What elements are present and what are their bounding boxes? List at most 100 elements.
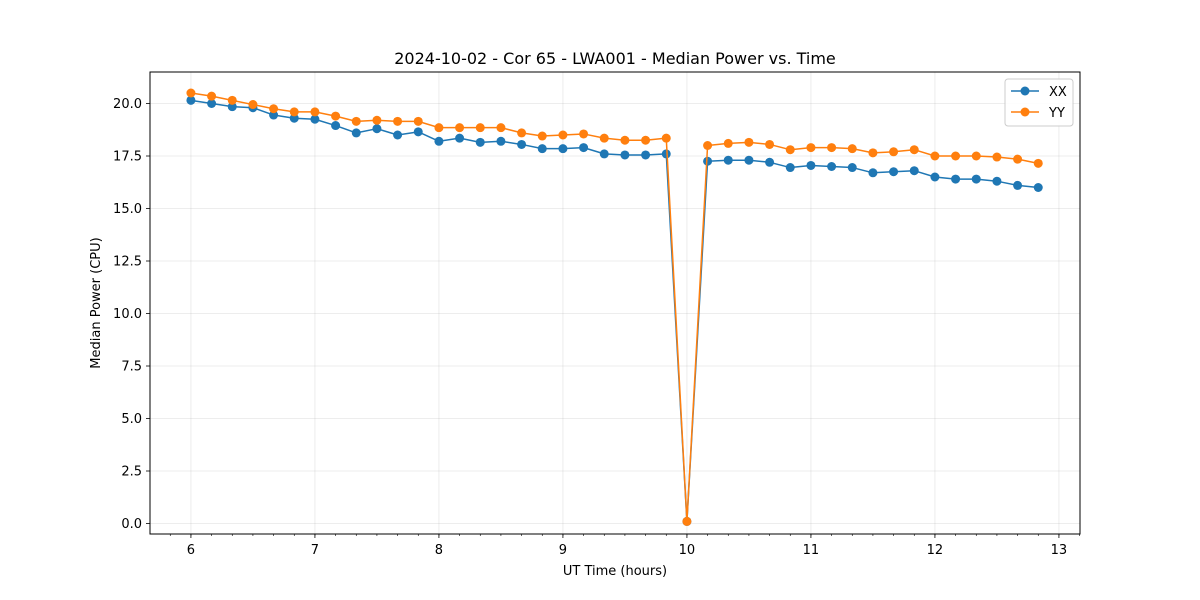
series-xx-point <box>723 155 733 165</box>
series-yy-point <box>620 135 630 145</box>
series-xx-point <box>475 137 485 147</box>
series-yy-point <box>248 100 258 110</box>
grid <box>150 72 1080 534</box>
series-yy-point <box>351 116 361 126</box>
series-yy-point <box>475 123 485 133</box>
series-yy-point <box>889 147 899 157</box>
series-xx-point <box>289 113 299 123</box>
y-tick-label: 12.5 <box>113 255 142 270</box>
series-xx-point <box>207 99 217 108</box>
series-yy-point <box>227 95 237 105</box>
series-xx-point <box>661 149 671 159</box>
series-yy-point <box>393 116 403 126</box>
series-yy-point <box>517 128 527 138</box>
series-xx-point <box>372 124 382 134</box>
series-yy-point <box>992 152 1002 162</box>
series-yy-point <box>455 123 465 133</box>
series-yy-point <box>971 151 981 161</box>
x-tick-label: 13 <box>1051 543 1068 558</box>
series-xx-point <box>806 160 816 170</box>
series-yy-point <box>744 137 754 147</box>
y-tick-label: 7.5 <box>121 360 142 375</box>
series-xx-point <box>496 136 506 146</box>
series-xx-point <box>537 144 547 154</box>
y-tick-label: 2.5 <box>121 465 142 480</box>
x-tick-label: 12 <box>927 543 944 558</box>
series-yy-point <box>661 133 671 143</box>
series-yy-point <box>930 151 940 161</box>
series-xx-point <box>620 150 630 160</box>
series-xx-point <box>930 172 940 182</box>
series-yy-point <box>868 148 878 158</box>
x-tick-label: 8 <box>435 543 443 558</box>
x-axis-label: UT Time (hours) <box>563 564 667 579</box>
series-xx-point <box>517 139 527 149</box>
series-xx-point <box>1033 183 1043 192</box>
y-tick-label: 10.0 <box>113 307 142 322</box>
series-yy-point <box>310 107 320 117</box>
series-yy-point <box>434 123 444 133</box>
series-xx-point <box>269 110 279 120</box>
series-xx-point <box>558 144 568 154</box>
chart-title: 2024-10-02 - Cor 65 - LWA001 - Median Po… <box>394 49 836 68</box>
x-tick-label: 6 <box>187 543 195 558</box>
series-yy-point <box>951 151 961 161</box>
series-yy-point <box>579 129 589 139</box>
series-xx-point <box>599 149 609 159</box>
series-yy-point <box>331 111 341 121</box>
series-yy-point <box>413 116 423 126</box>
series-yy-point <box>703 141 713 150</box>
series-xx-point <box>310 114 320 124</box>
series-yy-point <box>599 133 609 143</box>
series-xx-point <box>579 143 589 153</box>
y-tick-label: 17.5 <box>113 150 142 165</box>
series-xx-point <box>868 168 878 178</box>
plot-area-frame <box>149 71 1081 535</box>
series-yy-point <box>1013 154 1023 164</box>
series-xx-point <box>1013 180 1023 190</box>
series-yy-point <box>847 144 857 154</box>
series-xx-point <box>331 121 341 131</box>
axis-ticks: 6 7 8 9 10 11 12 13 0.0 2.5 5.0 7.5 10.0 12.5 15.0 17.5… <box>113 97 1080 558</box>
y-tick-label: 5.0 <box>121 412 142 427</box>
series-xx-point <box>455 133 465 143</box>
series-xx-point <box>703 156 713 166</box>
series-xx-point <box>765 157 775 167</box>
series-yy-point <box>682 516 692 526</box>
series-xx-point <box>351 128 361 138</box>
series-xx-point <box>847 163 857 173</box>
series-yy-point <box>1033 158 1043 168</box>
y-tick-label: 0.0 <box>121 517 142 532</box>
series-yy-point <box>641 135 651 145</box>
series-yy-point <box>496 123 506 133</box>
series-yy-point <box>269 104 279 114</box>
series-xx-point <box>227 102 237 112</box>
y-axis-label: Median Power (CPU) <box>89 237 104 368</box>
series-xx-point <box>992 176 1002 186</box>
series-xx-point <box>413 127 423 137</box>
series-xx-point <box>641 150 651 160</box>
series-yy-point <box>765 139 775 149</box>
series-xx-point <box>186 95 196 105</box>
data-series <box>186 88 1043 526</box>
series-yy-point <box>186 88 196 98</box>
series-yy-point <box>827 143 837 153</box>
x-tick-label: 10 <box>679 543 696 558</box>
legend-xx-marker <box>1020 86 1030 96</box>
series-yy-point <box>785 145 795 155</box>
legend-xx-label: XX <box>1049 85 1067 100</box>
series-yy-point <box>207 91 217 101</box>
legend-yy-label: YY <box>1048 106 1065 121</box>
series-xx-point <box>827 162 837 171</box>
series-xx-point <box>951 174 961 184</box>
x-tick-label: 9 <box>559 543 567 558</box>
series-yy-point <box>806 143 816 153</box>
y-tick-label: 15.0 <box>113 202 142 217</box>
series-xx-point <box>744 155 754 165</box>
x-tick-label: 7 <box>311 543 319 558</box>
series-yy-point <box>289 107 299 117</box>
y-tick-label: 20.0 <box>113 97 142 112</box>
series-xx-point <box>785 163 795 173</box>
